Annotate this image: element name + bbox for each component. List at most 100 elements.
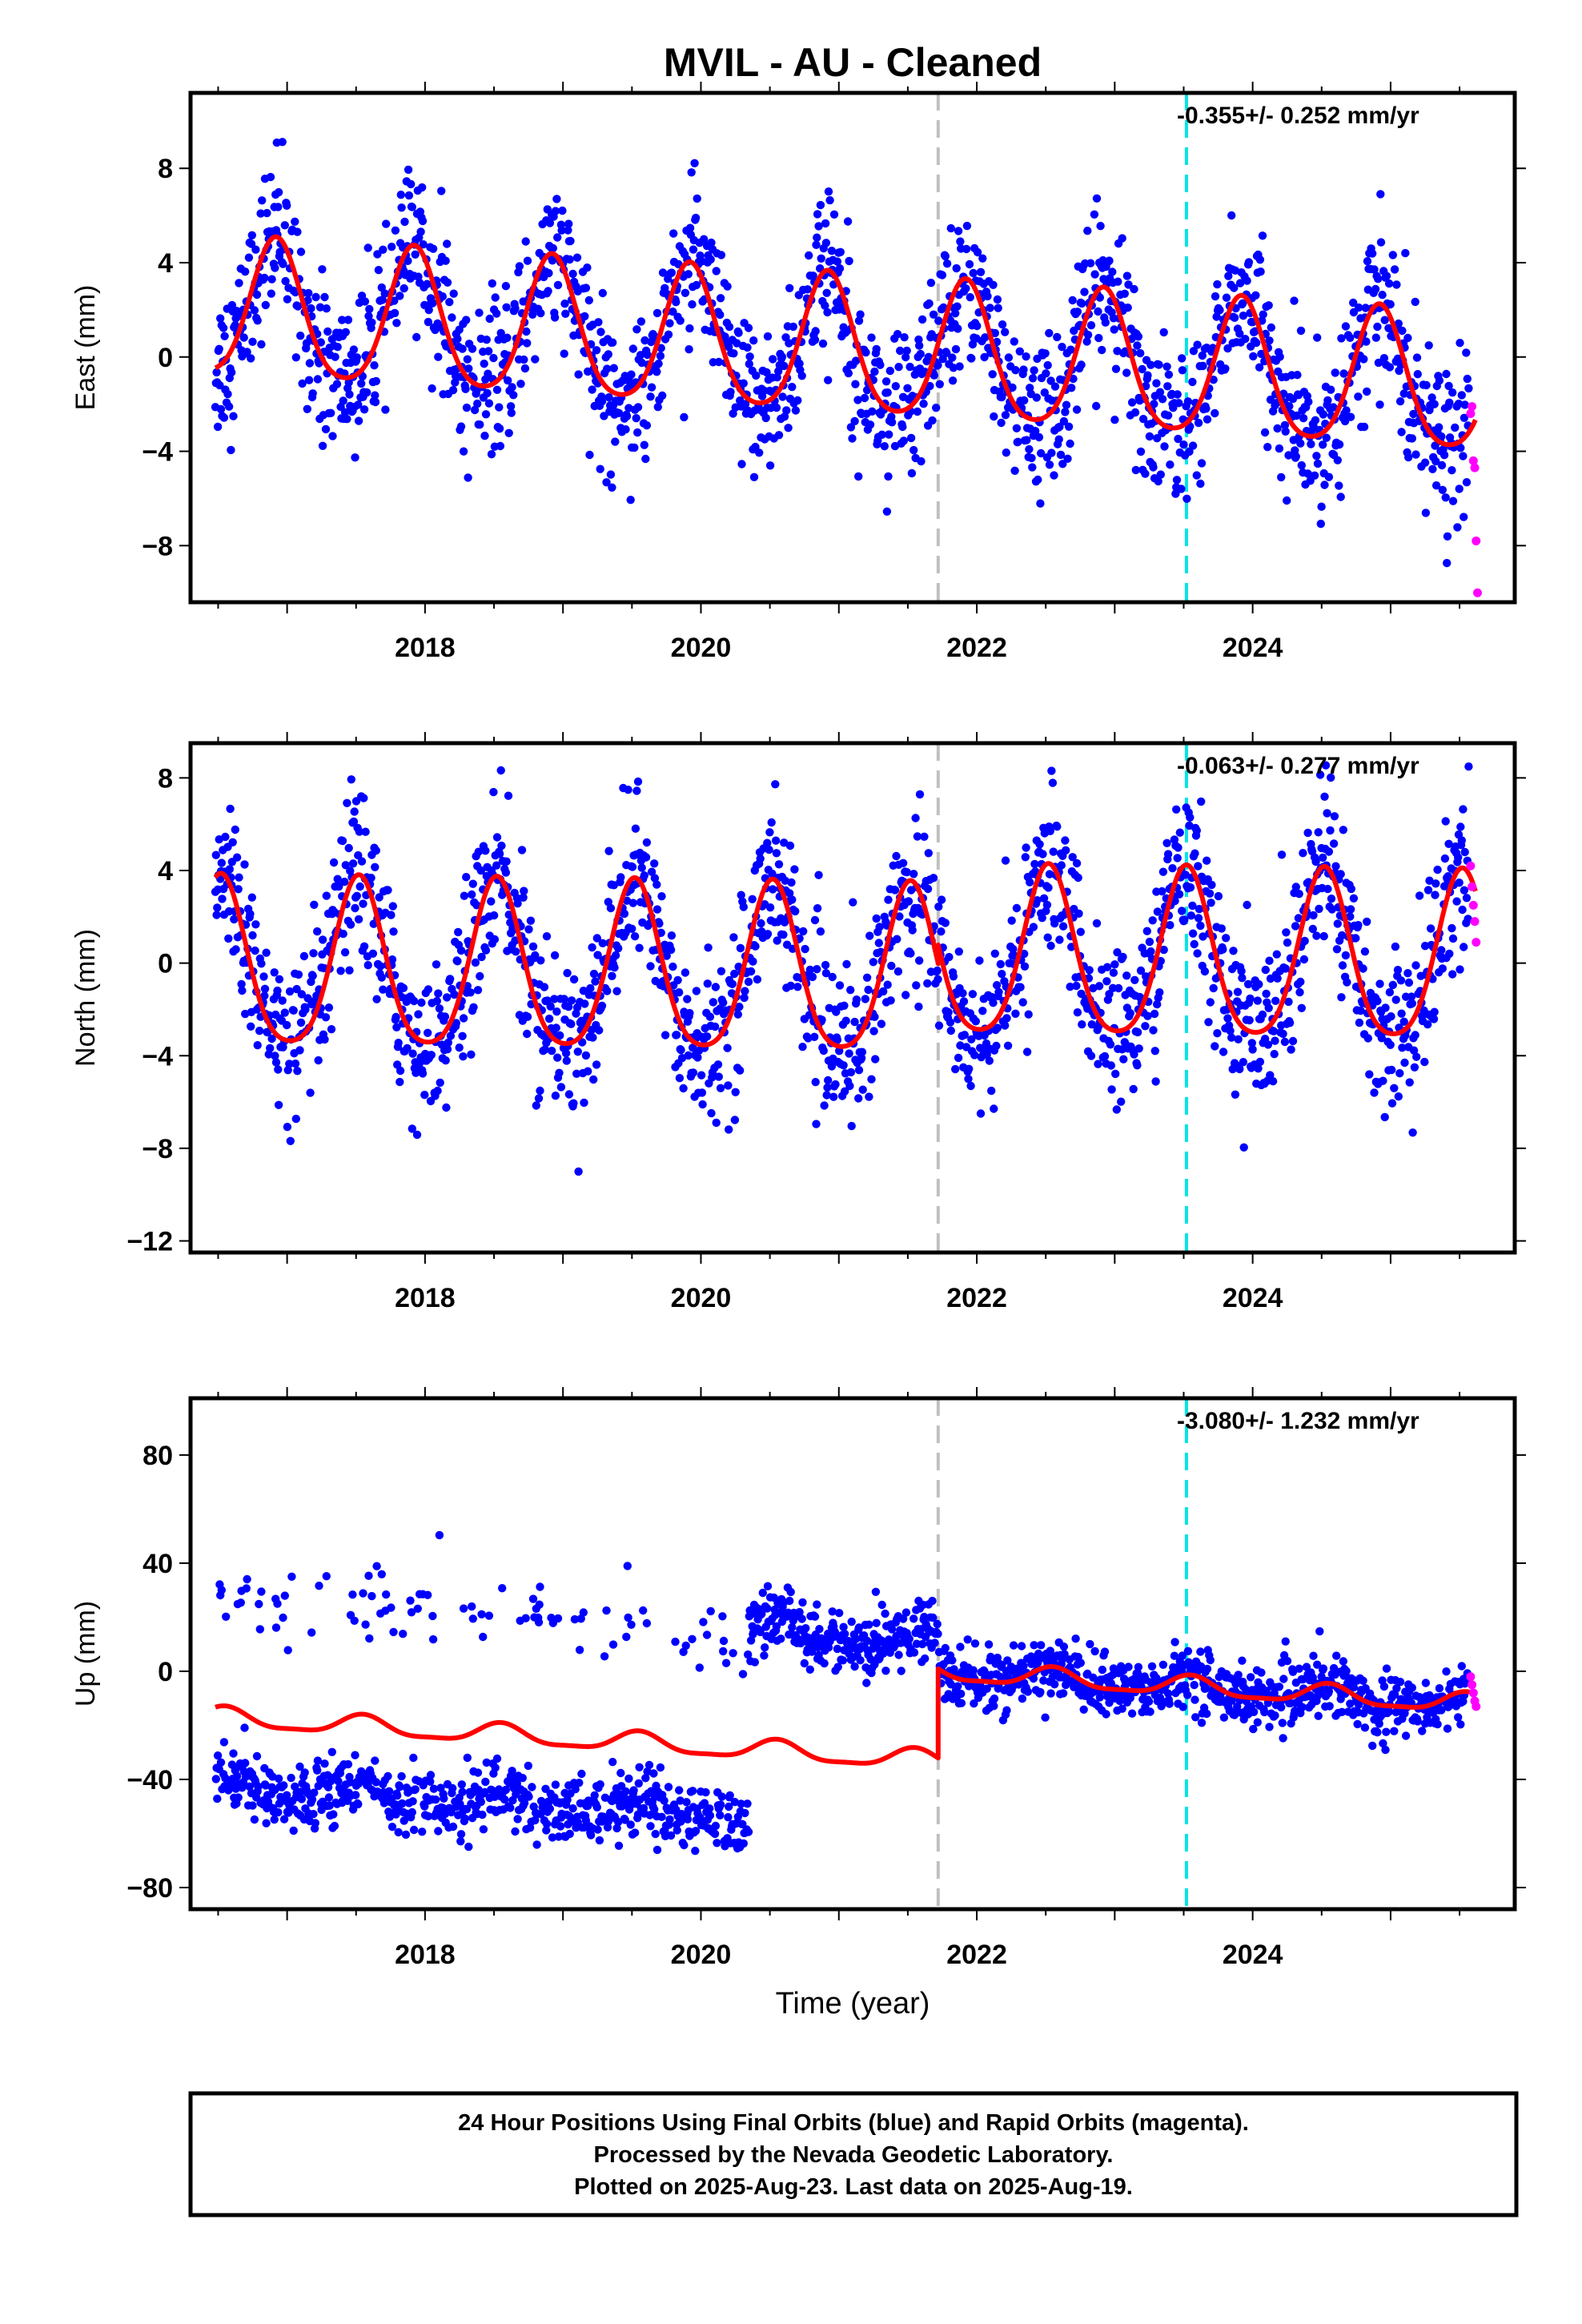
data-point xyxy=(221,832,230,842)
data-point xyxy=(459,1014,468,1023)
data-point xyxy=(730,969,739,979)
data-point xyxy=(669,308,677,316)
data-point xyxy=(1118,234,1126,243)
data-point xyxy=(602,1606,611,1615)
data-point xyxy=(299,951,309,961)
data-point xyxy=(928,1596,937,1606)
data-point xyxy=(820,1101,829,1110)
data-point xyxy=(856,1656,865,1665)
data-point xyxy=(528,1594,538,1603)
data-point xyxy=(1022,352,1030,361)
data-point xyxy=(929,1613,938,1622)
data-point xyxy=(824,187,833,196)
data-point xyxy=(392,319,401,328)
data-point xyxy=(1153,434,1162,443)
data-point xyxy=(481,846,490,855)
data-point xyxy=(951,1064,960,1074)
data-point xyxy=(259,972,268,981)
data-point xyxy=(1407,999,1417,1008)
data-point xyxy=(816,927,825,936)
data-point xyxy=(408,1049,417,1058)
data-point xyxy=(1370,265,1379,274)
data-point xyxy=(714,1072,723,1081)
data-point xyxy=(822,288,831,297)
data-point xyxy=(260,273,269,283)
data-point xyxy=(772,1622,781,1631)
data-point xyxy=(346,866,355,875)
data-point xyxy=(532,1101,540,1110)
data-point xyxy=(260,991,269,1000)
data-point xyxy=(717,1792,726,1801)
data-point xyxy=(1355,1018,1364,1027)
data-point xyxy=(932,404,941,412)
data-point xyxy=(812,240,821,249)
data-point xyxy=(496,328,505,338)
data-point xyxy=(1130,1050,1138,1059)
data-point xyxy=(1330,812,1339,821)
data-point xyxy=(954,947,964,956)
north-rate-label: -0.063+/- 0.277 mm/yr xyxy=(1177,753,1419,779)
data-point xyxy=(291,1059,300,1068)
data-point xyxy=(523,256,532,265)
data-point xyxy=(1114,277,1122,286)
data-point xyxy=(392,1023,401,1032)
data-point xyxy=(741,400,750,408)
data-point xyxy=(550,313,560,322)
data-point xyxy=(1041,349,1050,358)
data-point xyxy=(363,961,372,970)
data-point xyxy=(810,915,820,925)
data-point xyxy=(1059,1642,1069,1651)
data-point xyxy=(785,339,793,348)
data-point xyxy=(902,867,911,877)
data-point xyxy=(716,1811,725,1819)
data-point xyxy=(456,946,466,955)
data-point xyxy=(1090,270,1099,279)
data-point xyxy=(458,1787,467,1796)
data-point xyxy=(396,1783,404,1791)
data-point xyxy=(1247,1039,1257,1047)
rapid-point xyxy=(1468,900,1478,910)
data-point xyxy=(862,973,872,983)
data-point xyxy=(217,1586,226,1594)
data-point xyxy=(917,1639,927,1649)
data-point xyxy=(336,967,345,975)
data-point xyxy=(1114,983,1123,993)
data-point xyxy=(1138,415,1148,424)
data-point xyxy=(420,1802,429,1811)
data-point xyxy=(1046,941,1055,951)
data-point xyxy=(704,943,713,952)
data-point xyxy=(665,319,674,328)
data-point xyxy=(1246,994,1255,1003)
data-point xyxy=(744,1827,753,1836)
data-point xyxy=(234,885,243,894)
data-point xyxy=(998,392,1006,402)
data-point xyxy=(1264,301,1273,310)
data-point xyxy=(1441,493,1450,502)
data-point xyxy=(1411,1031,1419,1039)
y-tick-label-0: 0 xyxy=(158,949,173,979)
data-point xyxy=(251,920,260,929)
data-point xyxy=(375,893,383,902)
data-point xyxy=(418,183,427,192)
data-point xyxy=(1277,850,1287,859)
data-point xyxy=(215,380,224,390)
data-point xyxy=(807,1647,817,1656)
data-point xyxy=(414,1010,423,1019)
data-point xyxy=(1134,1044,1143,1053)
data-point xyxy=(1053,332,1062,342)
data-point xyxy=(622,896,632,905)
data-point xyxy=(275,975,284,984)
data-point xyxy=(1295,890,1303,899)
data-point xyxy=(247,354,255,363)
data-point xyxy=(872,344,881,354)
data-point xyxy=(647,383,656,392)
data-point xyxy=(656,928,665,938)
data-point xyxy=(758,1588,767,1598)
data-point xyxy=(489,787,498,797)
data-point xyxy=(283,295,292,304)
data-point xyxy=(280,1008,289,1017)
data-point xyxy=(521,1614,530,1622)
data-point xyxy=(735,1003,744,1011)
data-point xyxy=(697,1071,706,1080)
data-point xyxy=(270,968,279,977)
